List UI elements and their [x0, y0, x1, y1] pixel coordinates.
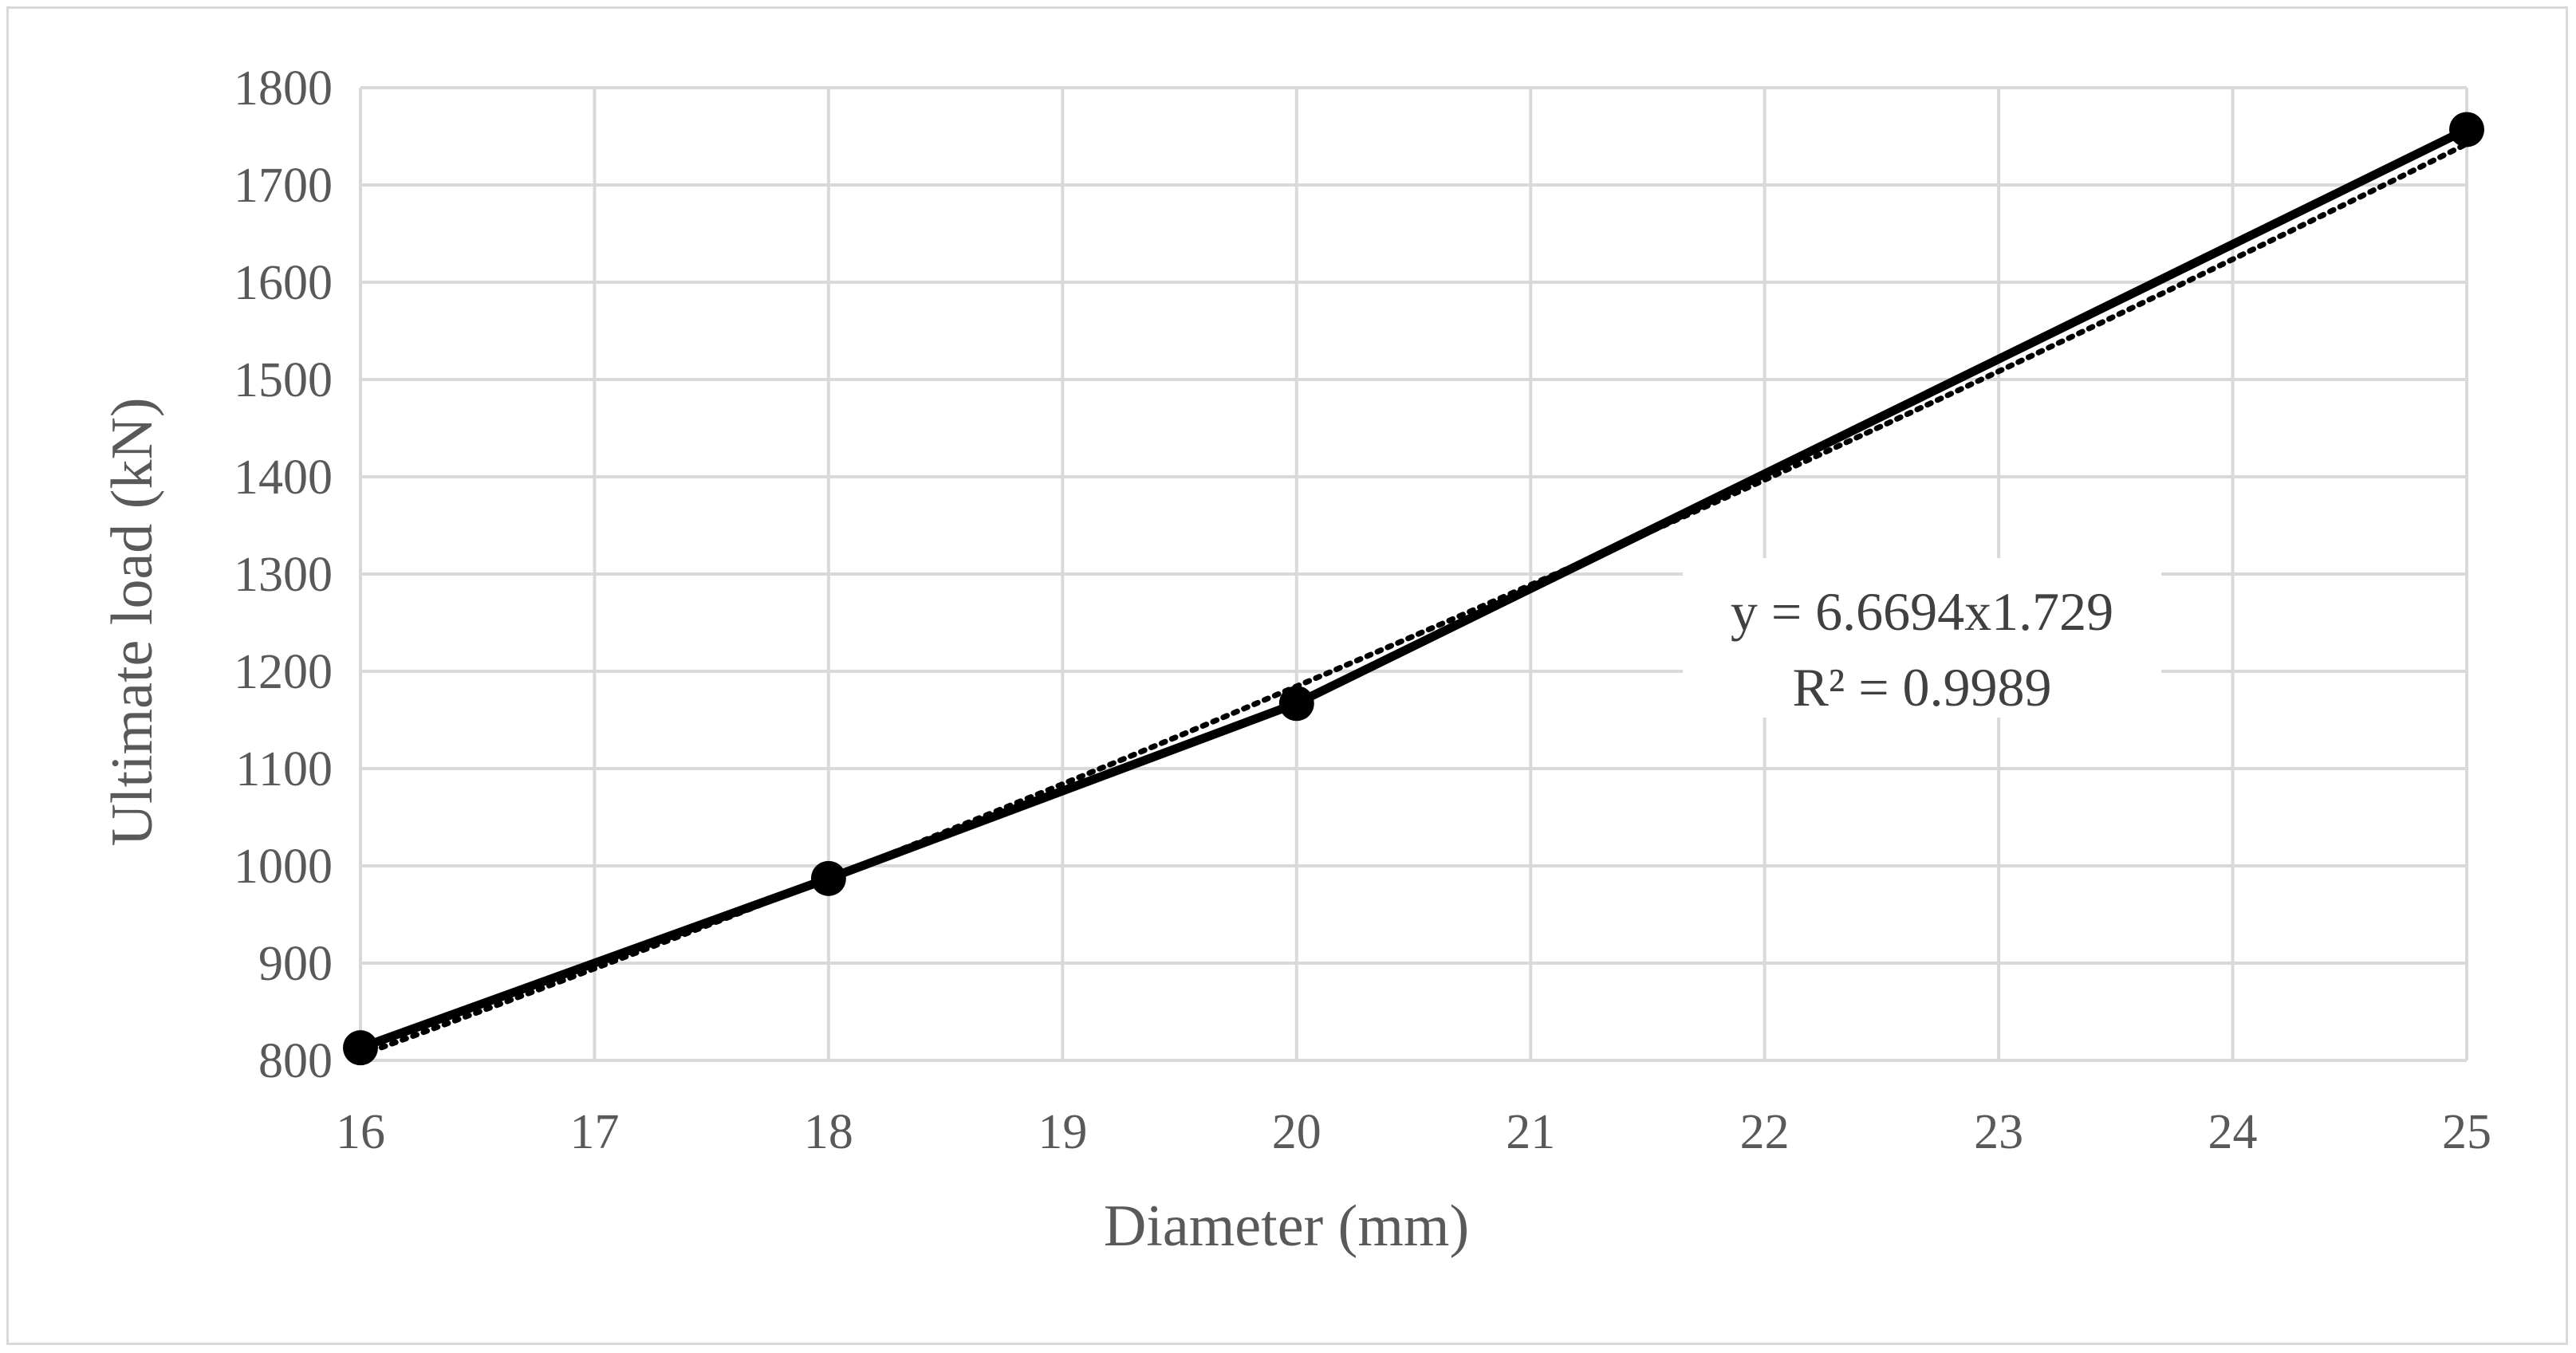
x-tick-label: 25	[2442, 1105, 2491, 1159]
x-tick-label: 20	[1272, 1105, 1321, 1159]
trendline-label-box	[1683, 558, 2161, 718]
y-tick-label: 1300	[234, 548, 333, 602]
y-tick-label: 900	[258, 937, 333, 991]
x-tick-label: 22	[1740, 1105, 1790, 1159]
x-tick-label: 24	[2208, 1105, 2258, 1159]
data-point	[810, 860, 846, 896]
y-tick-label: 800	[258, 1034, 333, 1088]
y-tick-label: 1800	[234, 61, 333, 116]
data-series	[343, 112, 2484, 1066]
x-tick-label: 21	[1506, 1105, 1555, 1159]
y-tick-label: 1200	[234, 645, 333, 699]
x-tick-label: 18	[804, 1105, 853, 1159]
x-tick-label: 19	[1038, 1105, 1087, 1159]
y-axis-title: Ultimate load (kN)	[100, 397, 165, 846]
trendline-r-squared: R² = 0.9989	[1792, 657, 2051, 718]
x-tick-label: 17	[569, 1105, 619, 1159]
y-tick-label: 1100	[235, 742, 333, 796]
y-tick-label: 1000	[234, 840, 333, 894]
y-tick-label: 1400	[234, 450, 333, 505]
x-tick-labels: 16 17 18 19 20 21 22 23 24 25	[336, 1105, 2491, 1159]
y-tick-label: 1600	[234, 256, 333, 310]
y-tick-label: 1700	[234, 159, 333, 213]
trendline-equation: y = 6.6694x1.729	[1731, 581, 2113, 642]
y-tick-labels: 800 900 1000 1100 1200 1300 1400 1500 1600 1700 18…	[234, 61, 333, 1088]
series-line	[359, 125, 2469, 1052]
x-tick-label: 16	[336, 1105, 385, 1159]
data-point	[1278, 686, 1314, 722]
y-tick-label: 1500	[234, 353, 333, 407]
data-point	[2449, 112, 2484, 147]
x-axis-title: Diameter (mm)	[1104, 1194, 1469, 1259]
data-point	[343, 1030, 378, 1066]
x-tick-label: 23	[1974, 1105, 2023, 1159]
